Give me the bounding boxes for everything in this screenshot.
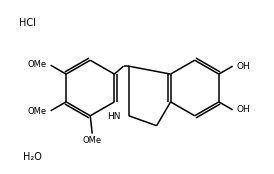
Text: HN: HN (107, 112, 121, 121)
Text: OMe: OMe (27, 60, 46, 69)
Text: HCl: HCl (19, 18, 35, 27)
Text: OMe: OMe (83, 136, 102, 145)
Text: H₂O: H₂O (22, 152, 41, 163)
Text: OMe: OMe (27, 107, 46, 116)
Text: OH: OH (237, 105, 250, 114)
Text: OH: OH (237, 62, 250, 71)
